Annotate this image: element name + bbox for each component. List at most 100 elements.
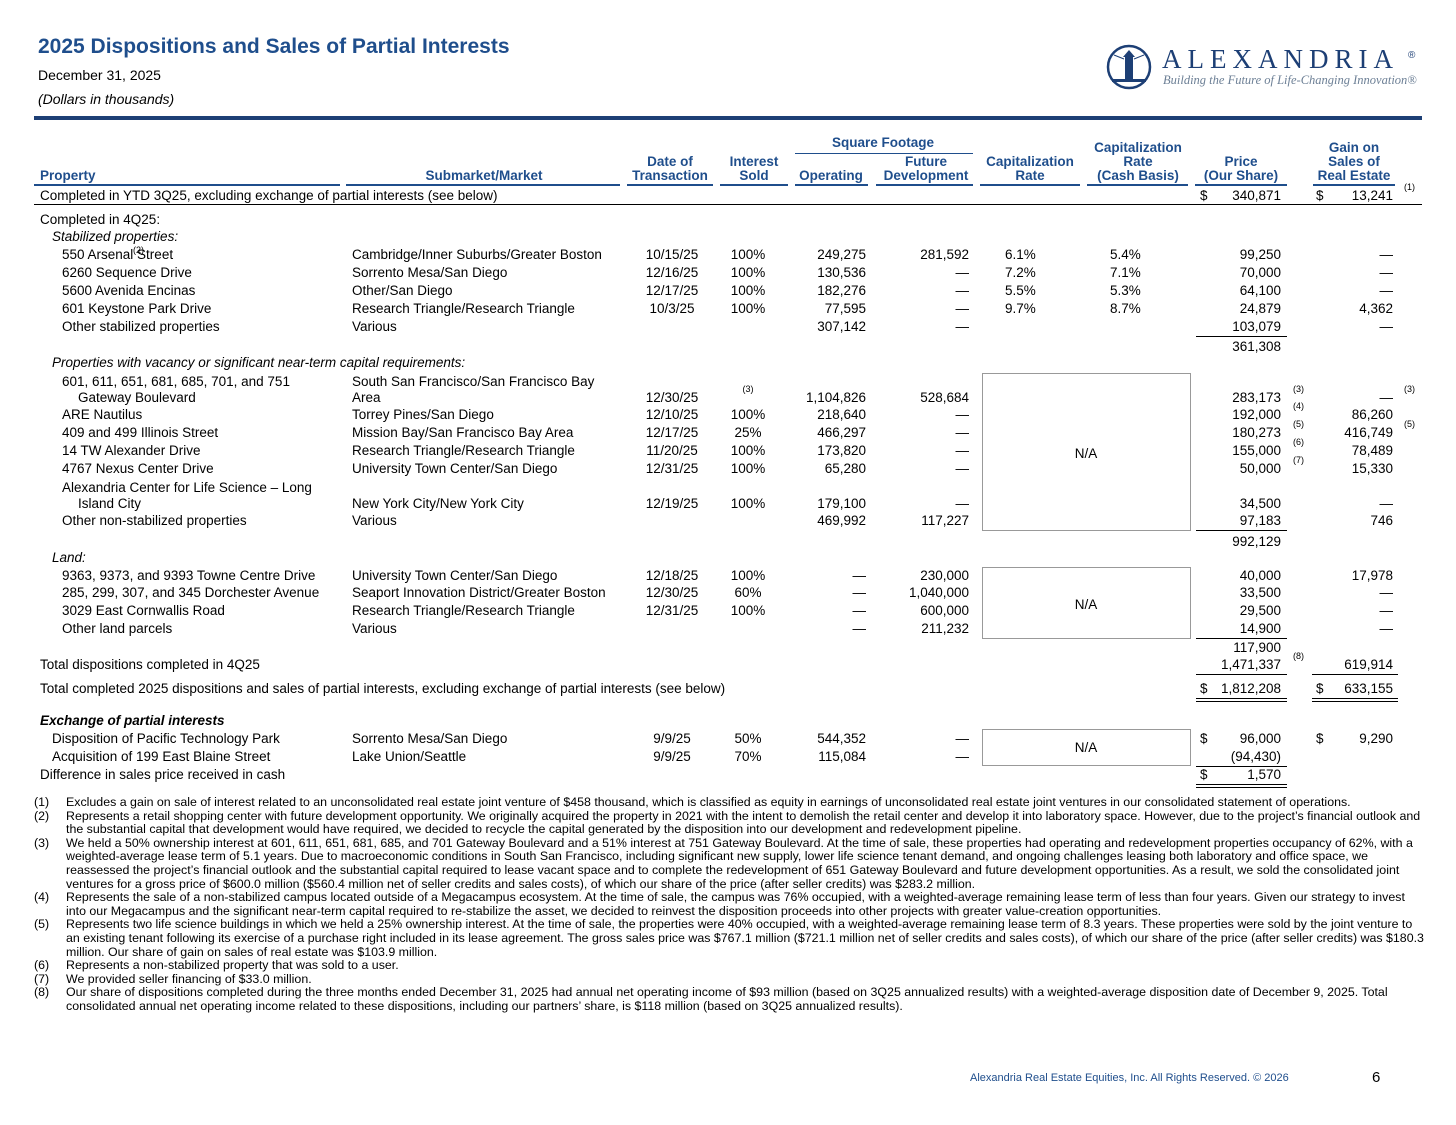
rule-line xyxy=(795,184,868,186)
footnote: (1) Excludes a gain on sale of interest r… xyxy=(34,795,1424,810)
cell-price-dollar: $ xyxy=(1200,188,1208,203)
rule-line xyxy=(1196,787,1287,788)
column-header: Date of xyxy=(647,154,693,169)
cell-interest: 100% xyxy=(730,603,766,618)
cell-property: Completed in YTD 3Q25, excluding exchang… xyxy=(40,188,498,203)
cell-gain-dollar: $ xyxy=(1316,188,1324,203)
cell-future: — xyxy=(955,283,970,298)
cell-property: 5600 Avenida Encinas xyxy=(62,283,196,298)
footnote: (6) Represents a non-stabilized property … xyxy=(34,959,1424,973)
cell-future: 1,040,000 xyxy=(908,585,969,600)
column-header: Future xyxy=(905,154,947,169)
cell-market: University Town Center/San Diego xyxy=(352,461,558,476)
cell-future: — xyxy=(955,731,970,746)
cell-future: 211,232 xyxy=(921,621,969,636)
cell-date: 12/16/25 xyxy=(645,265,699,280)
column-header: Rate xyxy=(1015,168,1045,183)
footnote-marker: (2) xyxy=(34,808,50,823)
cell-date: 12/10/25 xyxy=(645,407,699,422)
cell-cap-cash: 7.1% xyxy=(1110,265,1141,280)
cell-future: 281,592 xyxy=(920,247,969,262)
cell-operating: — xyxy=(852,585,867,600)
footnote: (7) We provided seller financing of $33.0… xyxy=(34,972,1424,987)
na-box xyxy=(982,567,1191,639)
cell-price: 361,308 xyxy=(1232,339,1281,354)
footnote-ref: (1) xyxy=(1404,182,1415,192)
rule-line xyxy=(346,184,620,186)
logo-icon xyxy=(1106,44,1152,90)
rule-line xyxy=(627,184,713,186)
cell-gain: — xyxy=(1379,319,1394,334)
cell-operating: 307,142 xyxy=(817,319,866,334)
column-header: Capitalization xyxy=(986,154,1074,169)
cell-future: — xyxy=(955,265,970,280)
cell-gain: 17,978 xyxy=(1351,568,1393,583)
footnote-text: Represents a non-stabilized property tha… xyxy=(66,958,399,973)
rule-line xyxy=(1312,674,1398,675)
cell-price-dollar: $ xyxy=(1200,767,1208,782)
cell-property: 3029 East Cornwallis Road xyxy=(62,603,225,618)
na-label: N/A xyxy=(1074,740,1098,755)
cell-date: 12/17/25 xyxy=(645,283,699,298)
cell-property: 14 TW Alexander Drive xyxy=(62,443,201,458)
column-header: Gain on xyxy=(1328,140,1380,155)
cell-property: 601, 611, 651, 681, 685, 701, and 751 xyxy=(62,374,290,389)
footnote-ref: (6) xyxy=(1293,437,1304,447)
cell-price: 29,500 xyxy=(1239,603,1281,618)
cell-market: Research Triangle/Research Triangle xyxy=(352,603,575,618)
na-label: N/A xyxy=(1074,597,1098,612)
cell-price: 992,129 xyxy=(1232,534,1281,549)
cell-future: — xyxy=(955,495,970,511)
cell-price: 340,871 xyxy=(1232,188,1281,203)
na-box xyxy=(982,729,1191,766)
cell-property: Difference in sales price received in ca… xyxy=(40,767,286,782)
cell-date: 9/9/25 xyxy=(653,749,691,764)
cell-date: 12/30/25 xyxy=(645,585,699,600)
cell-operating: 469,992 xyxy=(817,513,866,528)
cell-interest: 100% xyxy=(730,461,766,476)
cell-gain: 13,241 xyxy=(1351,188,1393,203)
cell-price: 155,000 xyxy=(1232,443,1281,458)
cell-gain-dollar: $ xyxy=(1316,681,1324,696)
cell-market: New York City/New York City xyxy=(352,495,524,511)
rule-line xyxy=(720,184,788,186)
cell-gain: 9,290 xyxy=(1359,731,1393,746)
column-header: Submarket/Market xyxy=(425,168,543,183)
cell-gain: 619,914 xyxy=(1344,657,1393,672)
cell-future: — xyxy=(955,461,970,476)
cell-cap-cash: 5.4% xyxy=(1110,247,1141,262)
cell-interest: 100% xyxy=(730,265,766,280)
cell-date: 12/31/25 xyxy=(645,461,699,476)
cell-price: 64,100 xyxy=(1239,283,1281,298)
cell-date: 12/17/25 xyxy=(645,425,699,440)
footnote-text: Represents two life science buildings in… xyxy=(66,917,1424,959)
rule-line xyxy=(795,153,973,154)
footnote: (2) Represents a retail shopping center w… xyxy=(34,808,1424,837)
copyright: Alexandria Real Estate Equities, Inc. Al… xyxy=(970,1072,1289,1084)
cell-property: Other non-stabilized properties xyxy=(62,513,247,528)
rule-line xyxy=(1195,184,1287,186)
cell-price: 34,500 xyxy=(1239,495,1281,511)
cell-market: Mission Bay/San Francisco Bay Area xyxy=(352,425,574,440)
cell-date: 12/19/25 xyxy=(645,495,699,511)
footnote-marker: (6) xyxy=(34,958,50,973)
cell-market: Lake Union/Seattle xyxy=(352,749,467,764)
cell-operating: — xyxy=(852,621,867,636)
cell-property: Gateway Boulevard xyxy=(78,389,196,405)
cell-property: Total completed 2025 dispositions and sa… xyxy=(40,681,726,696)
column-header: Operating xyxy=(799,168,863,183)
cell-operating: — xyxy=(852,568,867,583)
title: 2025 Dispositions and Sales of Partial I… xyxy=(38,35,510,58)
cell-cap: 5.5% xyxy=(1005,283,1036,298)
footnote-ref: (3) xyxy=(742,383,754,394)
cell-date: 12/18/25 xyxy=(645,568,699,583)
cell-operating: 249,275 xyxy=(817,247,866,262)
na-box xyxy=(982,373,1191,531)
cell-operating: 130,536 xyxy=(817,265,866,280)
cell-property: Disposition of Pacific Technology Park xyxy=(52,731,280,746)
cell-market: University Town Center/San Diego xyxy=(352,568,558,583)
cell-operating: 77,595 xyxy=(824,301,866,316)
logo-mark: ® xyxy=(1408,50,1416,61)
footnote: (5) Represents two life science buildings… xyxy=(34,918,1424,959)
column-header: Price xyxy=(1224,154,1258,169)
